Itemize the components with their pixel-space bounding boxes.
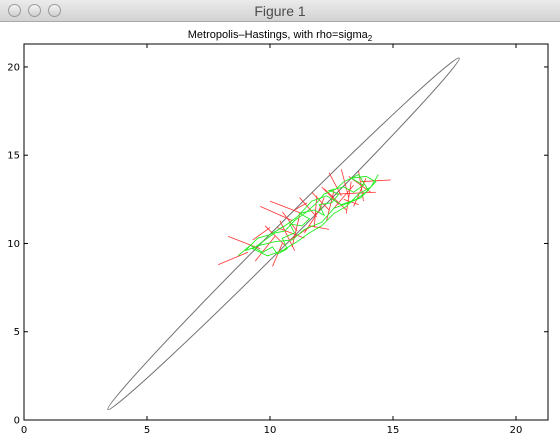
proposal-segment — [277, 227, 305, 239]
proposal-segment — [281, 211, 298, 232]
proposal-segment — [291, 215, 300, 248]
proposal-segment — [318, 197, 325, 211]
proposal-segment — [345, 181, 352, 214]
proposal-segment — [340, 169, 350, 198]
target-ellipse — [107, 57, 460, 411]
y-tick-label: 15 — [7, 151, 20, 162]
proposal-segment — [361, 179, 391, 183]
zoom-window-button[interactable] — [48, 4, 61, 17]
window-title: Figure 1 — [254, 3, 306, 19]
y-tick-label: 10 — [7, 239, 20, 250]
axes-frame — [23, 43, 549, 421]
x-tick-label: 10 — [264, 425, 277, 436]
proposal-segment — [311, 192, 330, 211]
proposal-segment — [328, 172, 342, 197]
proposal-segment — [260, 206, 293, 221]
proposal-segment — [299, 197, 318, 218]
x-tick-label: 15 — [387, 425, 400, 436]
plot-title-subscript: 2 — [367, 34, 373, 44]
plot-title: Metropolis–Hastings, with rho=sigma2 — [0, 29, 560, 43]
figure-canvas: Metropolis–Hastings, with rho=sigma2 0 5 1… — [0, 22, 560, 442]
x-tick-label: 20 — [510, 425, 523, 436]
proposal-segment — [269, 200, 303, 214]
proposal-segment — [272, 243, 283, 267]
proposal-segment — [218, 251, 249, 266]
proposal-segment — [353, 177, 367, 207]
proposal-segment — [336, 191, 376, 195]
proposal-segment — [279, 220, 295, 251]
x-tick-label: 0 — [21, 425, 27, 436]
proposal-segment — [294, 202, 308, 211]
proposal-segment — [252, 227, 271, 241]
proposal-segment — [313, 195, 318, 228]
plot-title-text: Metropolis–Hastings, with rho=sigma — [187, 29, 368, 41]
minimize-window-button[interactable] — [28, 4, 41, 17]
y-tick-label: 0 — [14, 416, 20, 427]
y-tick-label: 5 — [14, 327, 20, 338]
close-window-button[interactable] — [8, 4, 21, 17]
plot-area: 0 5 10 15 20 0 5 10 15 20 — [7, 43, 549, 436]
chain-path — [237, 174, 379, 257]
x-tick-label: 5 — [144, 425, 150, 436]
window-titlebar: Figure 1 — [0, 0, 560, 22]
y-tick-label: 20 — [7, 62, 20, 73]
proposal-segment — [254, 236, 276, 262]
